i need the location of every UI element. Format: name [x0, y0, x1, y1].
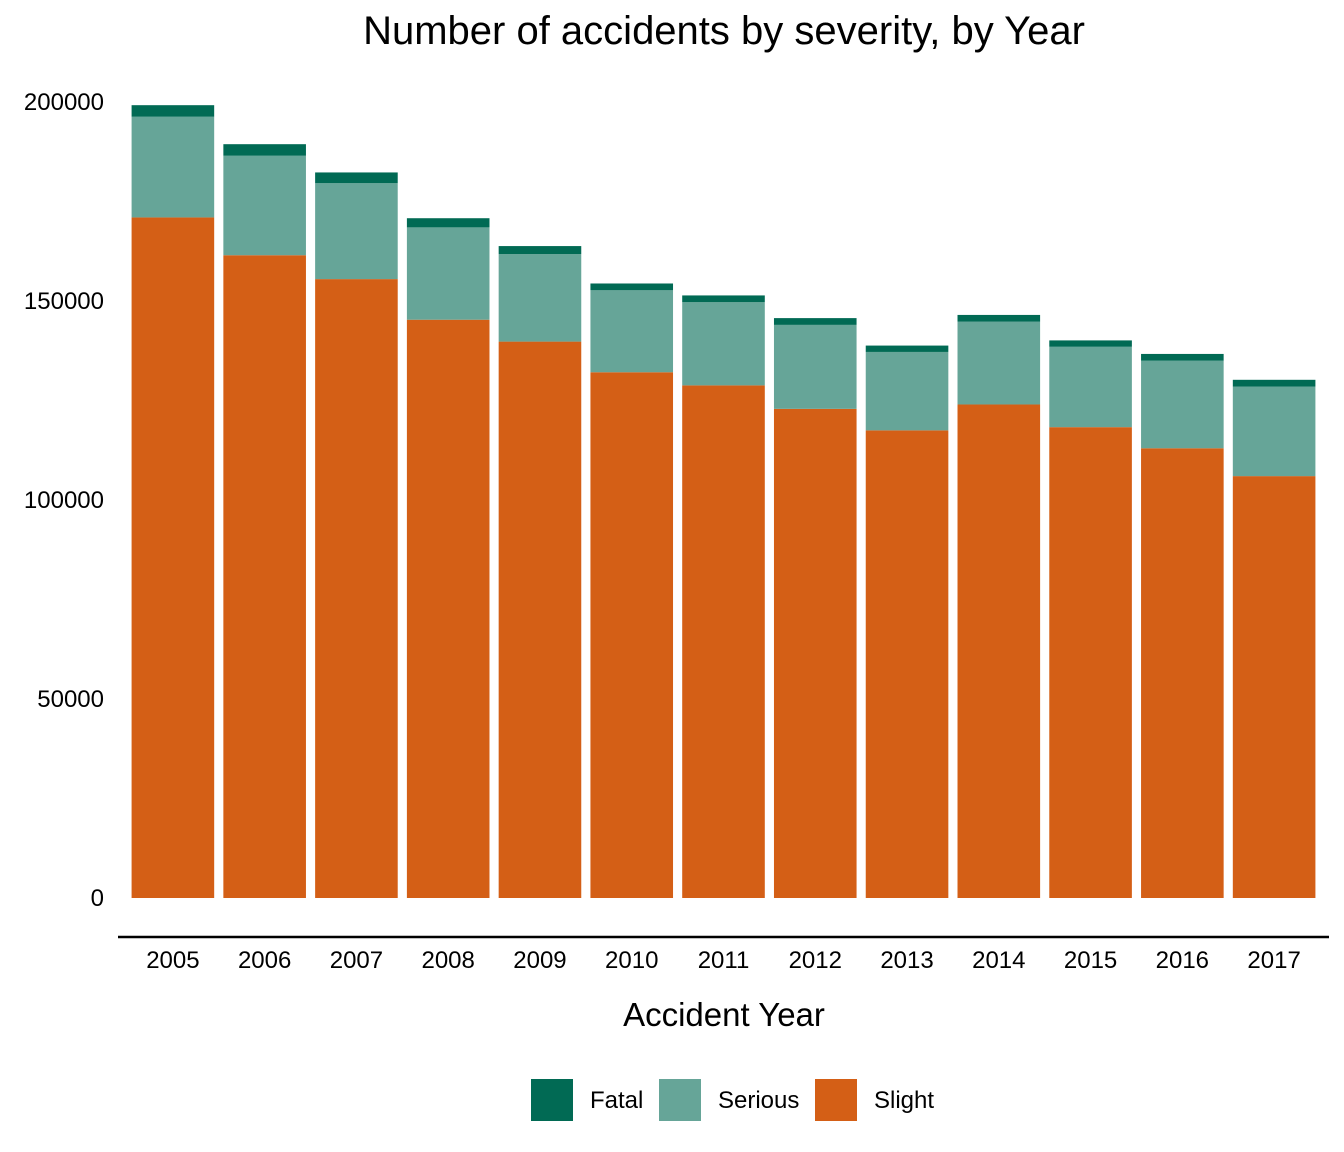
bar-serious-2015 [1049, 346, 1132, 428]
x-tick-label: 2006 [238, 947, 291, 974]
bar-serious-2007 [315, 183, 398, 280]
bar-slight-2015 [1049, 427, 1132, 898]
legend-swatch-slight [815, 1079, 857, 1121]
x-tick-label: 2010 [605, 947, 658, 974]
bar-serious-2014 [957, 321, 1041, 405]
bar-slight-2013 [865, 430, 949, 898]
bar-serious-2017 [1232, 386, 1316, 477]
y-tick-label: 50000 [37, 686, 104, 713]
bar-fatal-2017 [1232, 379, 1316, 387]
bar-slight-2011 [682, 385, 765, 899]
legend: Fatal Serious Slight [531, 1079, 934, 1121]
bar-fatal-2014 [957, 314, 1041, 322]
y-axis-ticks: 0 50000 100000 150000 200000 [24, 89, 104, 912]
x-axis-ticks: 2005 2006 2007 2008 2009 2010 2011 2012 2013 2014… [146, 947, 1301, 974]
x-tick-label: 2014 [972, 947, 1025, 974]
x-tick-label: 2008 [421, 947, 474, 974]
bar-serious-2006 [223, 155, 306, 256]
legend-label-fatal: Fatal [590, 1087, 643, 1114]
bar-fatal-2012 [773, 318, 857, 325]
x-tick-label: 2013 [880, 947, 933, 974]
bar-serious-2010 [590, 290, 674, 373]
x-tick-label: 2012 [789, 947, 842, 974]
legend-swatch-fatal [531, 1079, 573, 1121]
bar-fatal-2011 [682, 295, 765, 303]
bar-slight-2005 [131, 217, 215, 899]
bar-slight-2008 [406, 319, 490, 898]
bars-group [131, 105, 1316, 899]
bar-serious-2008 [406, 227, 490, 320]
x-tick-label: 2005 [146, 947, 199, 974]
bar-fatal-2008 [406, 218, 490, 228]
x-tick-label: 2017 [1247, 947, 1300, 974]
chart-title: Number of accidents by severity, by Year [363, 9, 1085, 53]
bar-serious-2013 [865, 351, 949, 431]
y-tick-label: 100000 [24, 487, 104, 514]
y-tick-label: 0 [91, 885, 104, 912]
bar-serious-2012 [773, 324, 857, 409]
bar-serious-2011 [682, 302, 765, 386]
x-tick-label: 2015 [1064, 947, 1117, 974]
bar-fatal-2015 [1049, 340, 1132, 347]
x-axis-title: Accident Year [623, 996, 825, 1033]
y-tick-label: 200000 [24, 89, 104, 116]
bar-slight-2012 [773, 408, 857, 898]
x-tick-label: 2011 [698, 947, 750, 974]
bar-fatal-2006 [223, 144, 306, 156]
bar-serious-2005 [131, 116, 215, 218]
legend-label-serious: Serious [718, 1087, 799, 1114]
bar-fatal-2016 [1141, 353, 1224, 361]
bar-slight-2007 [315, 279, 398, 898]
bar-slight-2016 [1141, 448, 1224, 898]
y-tick-label: 150000 [24, 288, 104, 315]
x-tick-label: 2007 [330, 947, 383, 974]
legend-swatch-serious [659, 1079, 701, 1121]
bar-serious-2016 [1141, 360, 1224, 449]
bar-fatal-2007 [315, 172, 398, 184]
legend-label-slight: Slight [874, 1087, 934, 1114]
bar-slight-2010 [590, 372, 674, 898]
bar-fatal-2013 [865, 345, 949, 352]
bar-slight-2009 [498, 341, 582, 898]
bar-fatal-2009 [498, 246, 582, 255]
bar-slight-2014 [957, 404, 1041, 898]
bar-serious-2009 [498, 254, 582, 342]
x-tick-label: 2016 [1156, 947, 1209, 974]
x-tick-label: 2009 [513, 947, 566, 974]
bar-fatal-2005 [131, 105, 215, 117]
bar-fatal-2010 [590, 283, 674, 291]
bar-slight-2017 [1232, 476, 1316, 898]
bar-slight-2006 [223, 255, 306, 899]
